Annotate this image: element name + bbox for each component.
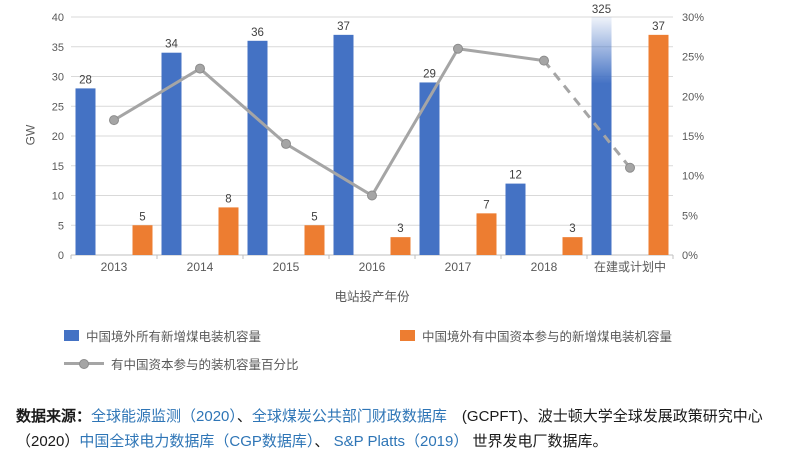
line-marker-icon [195, 63, 205, 74]
bar-chinese-capital [390, 237, 411, 255]
right-axis-tick-label: 30% [682, 12, 704, 24]
x-category-label: 2018 [531, 260, 558, 274]
caption-link[interactable]: 全球能源监测（2020） [91, 408, 237, 425]
legend-swatch-blue-icon [64, 330, 79, 341]
caption: 数据来源：全球能源监测（2020）、全球煤炭公共部门财政数据库 (GCPFT)、… [16, 404, 788, 454]
bar-data-label: 29 [423, 68, 436, 80]
left-axis-tick-label: 25 [52, 101, 64, 113]
line-marker-icon [109, 115, 119, 126]
bar-data-label: 37 [652, 21, 665, 33]
caption-text: 、 [236, 408, 252, 425]
legend-swatch-orange-icon [400, 330, 415, 341]
left-axis-tick-label: 10 [52, 191, 64, 203]
percentage-line-dashed [542, 59, 632, 169]
percentage-line [113, 47, 545, 198]
line-marker-icon [281, 138, 291, 149]
x-category-label: 2014 [187, 260, 214, 274]
legend-label-chinese-capital-capacity: 中国境外有中国资本参与的新增煤电装机容量 [422, 330, 673, 344]
legend-item-total-new-capacity: 中国境外所有新增煤电装机容量 [64, 326, 400, 345]
bar-data-label: 34 [165, 39, 178, 51]
bar-data-label: 5 [139, 211, 145, 223]
bar-chinese-capital [648, 34, 669, 255]
bar-total-capacity [333, 34, 354, 255]
x-category-label: 2013 [101, 260, 128, 274]
bar-total-capacity [505, 183, 526, 255]
bar-data-label: 36 [251, 27, 264, 39]
line-marker-icon [539, 55, 549, 66]
legend-label-percentage: 有中国资本参与的装机容量百分比 [111, 358, 299, 372]
bar-data-label: 3 [397, 223, 403, 235]
bar-total-capacity [247, 40, 268, 255]
caption-text: 、 [314, 433, 334, 450]
right-axis-tick-label: 5% [682, 210, 698, 222]
bar-total-capacity [161, 52, 182, 256]
bar-data-label: 3 [569, 223, 575, 235]
bar-data-label: 12 [509, 170, 522, 182]
left-axis-tick-label: 0 [58, 250, 64, 262]
bar-data-label: 37 [337, 21, 350, 33]
bar-data-label: 8 [225, 193, 231, 205]
legend-row: 中国境外所有新增煤电装机容量 中国境外有中国资本参与的新增煤电装机容量 [64, 326, 774, 345]
left-axis-tick-label: 5 [58, 220, 64, 232]
bar-total-capacity [75, 88, 96, 256]
right-axis-tick-label: 15% [682, 131, 704, 143]
bar-chinese-capital [304, 225, 325, 255]
legend-item-percentage: 有中国资本参与的装机容量百分比 [64, 354, 299, 373]
line-marker-icon [453, 43, 463, 54]
x-category-label: 2017 [445, 260, 472, 274]
right-axis-tick-label: 20% [682, 91, 704, 103]
left-axis-tick-label: 15 [52, 161, 64, 173]
right-axis-tick-label: 10% [682, 171, 704, 183]
caption-link[interactable]: S&P Platts（2019） [333, 433, 469, 450]
right-axis-tick-label: 25% [682, 52, 704, 64]
bar-data-label: 325 [592, 4, 611, 16]
bar-data-label: 5 [311, 211, 317, 223]
caption-link[interactable]: 中国全球电力数据库（CGP数据库） [79, 433, 315, 450]
bar-total-capacity [591, 17, 612, 255]
x-category-label: 在建或计划中 [594, 259, 666, 274]
left-axis-title: GW [23, 124, 38, 146]
bar-chinese-capital [132, 225, 153, 255]
bar-data-label: 7 [483, 199, 489, 211]
left-axis-tick-label: 20 [52, 131, 64, 143]
caption-text: （2020） [16, 433, 80, 450]
legend-label-total-new-capacity: 中国境外所有新增煤电装机容量 [86, 330, 262, 344]
bar-chinese-capital [218, 207, 239, 255]
line-marker-icon [367, 190, 377, 201]
bar-chinese-capital [562, 237, 583, 255]
left-axis-tick-label: 30 [52, 72, 64, 84]
right-axis-tick-label: 0% [682, 250, 698, 262]
left-axis-tick-label: 35 [52, 42, 64, 54]
legend-line-swatch-icon [64, 358, 104, 369]
x-category-label: 2016 [359, 260, 386, 274]
x-category-label: 2015 [273, 260, 300, 274]
caption-link[interactable]: 全球煤炭公共部门财政数据库 [251, 408, 447, 425]
left-axis-tick-label: 40 [52, 12, 64, 24]
bar-data-label: 28 [79, 74, 92, 86]
caption-text: (GCPFT)、波士顿大学全球发展政策研究中心 [446, 408, 763, 425]
caption-text: 世界发电厂数据库。 [468, 433, 608, 450]
x-axis-title: 电站投产年份 [334, 290, 410, 304]
line-marker-icon [625, 162, 635, 173]
chart-legend: 中国境外所有新增煤电装机容量 中国境外有中国资本参与的新增煤电装机容量 有中国资… [64, 326, 774, 382]
legend-row: 有中国资本参与的装机容量百分比 [64, 354, 774, 373]
bar-chinese-capital [476, 213, 497, 255]
caption-text: 数据来源： [16, 408, 92, 425]
legend-line-marker-icon [79, 358, 89, 369]
legend-item-chinese-capital-capacity: 中国境外有中国资本参与的新增煤电装机容量 [400, 326, 672, 345]
bar-total-capacity [419, 82, 440, 255]
